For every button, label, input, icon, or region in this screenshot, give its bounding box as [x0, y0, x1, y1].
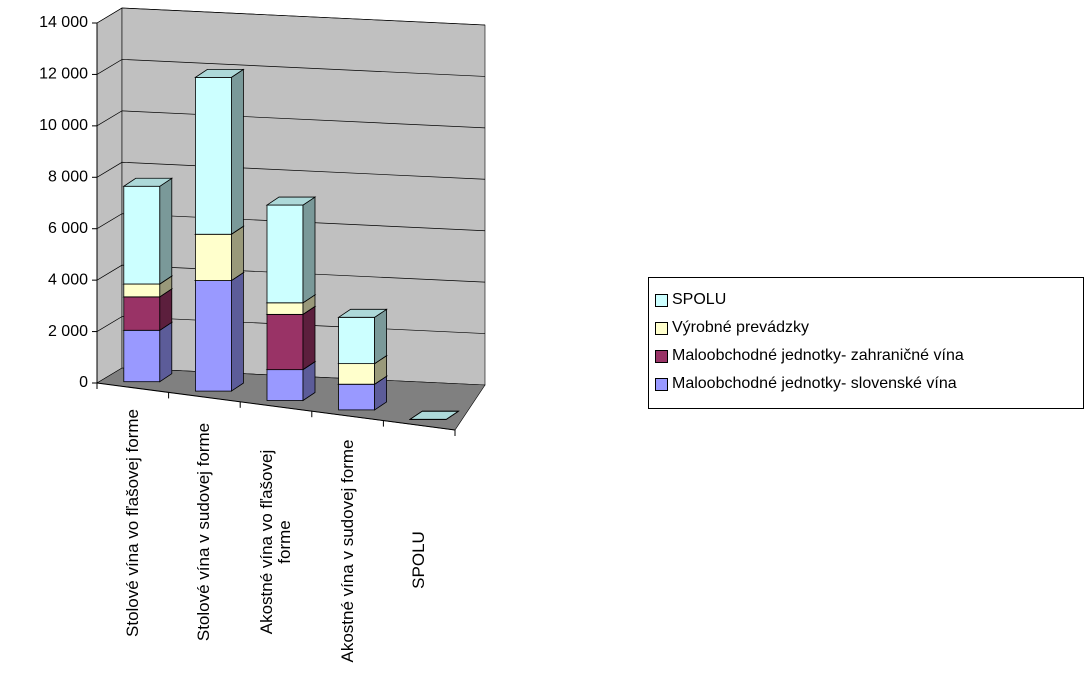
- bar-side: [374, 308, 388, 365]
- bar-top: [194, 68, 245, 78]
- y-tick-label: 8 000: [48, 169, 88, 186]
- bar-side: [159, 177, 173, 285]
- bar-front: [194, 76, 232, 235]
- bar-top: [408, 410, 460, 420]
- bar-segment: [265, 196, 317, 304]
- left-wall: [96, 7, 123, 384]
- y-tick-label: 6 000: [48, 220, 88, 237]
- bar-segment: [122, 321, 174, 383]
- bar-top: [122, 177, 174, 187]
- bar-front: [266, 313, 304, 371]
- bar-front: [266, 204, 304, 304]
- x-tick-label: Akostné vína vo fľašovej forme: [257, 449, 294, 634]
- bar-segment: [265, 305, 317, 371]
- x-axis: [96, 382, 456, 431]
- bar-front: [338, 316, 376, 365]
- y-tick-label: 0: [79, 374, 88, 391]
- y-tick-label: 10 000: [39, 117, 88, 134]
- y-tick-label: 12 000: [39, 66, 88, 83]
- legend-item: Maloobchodné jednotky- zahraničné vína: [655, 342, 1077, 370]
- bar-front: [123, 329, 161, 383]
- legend-swatch: [655, 377, 668, 391]
- y-tick-label: 2 000: [48, 323, 88, 340]
- legend: SPOLU Výrobné prevádzky Maloobchodné jedno…: [648, 277, 1084, 409]
- legend-label: Maloobchodné jednotky- zahraničné vína: [672, 347, 964, 364]
- x-tick-label: Stolové vína v sudovej forme: [194, 422, 214, 642]
- bar-segment: [337, 308, 388, 365]
- legend-label: Výrobné prevádzky: [672, 319, 809, 336]
- legend-swatch: [655, 321, 668, 335]
- bar-segment: [408, 410, 460, 420]
- x-tick-label: Akostné vína v sudovej forme: [337, 439, 357, 663]
- bar-side: [302, 196, 316, 304]
- bar-top: [265, 196, 317, 206]
- bar-front: [123, 185, 161, 285]
- grid-line: [96, 264, 486, 283]
- legend-label: SPOLU: [672, 291, 727, 308]
- x-tick-label: Stolové vína vo fľašovej forme: [122, 408, 142, 637]
- legend-item: Maloobchodné jednotky- slovenské vína: [655, 370, 1077, 398]
- bar-side: [302, 305, 316, 371]
- bar-front: [338, 363, 376, 385]
- bar-front: [123, 283, 161, 298]
- bar-segment: [194, 271, 245, 392]
- grid-line: [96, 59, 486, 77]
- legend-item: SPOLU: [655, 286, 1077, 314]
- legend-item: Výrobné prevádzky: [655, 314, 1077, 342]
- bar-top: [337, 308, 388, 318]
- bar-front: [338, 383, 376, 411]
- bar-side: [230, 225, 244, 282]
- legend-swatch: [655, 349, 668, 363]
- bar-side: [230, 68, 244, 235]
- grid-line: [96, 110, 486, 129]
- bar-front: [266, 302, 304, 315]
- bar-side: [230, 271, 244, 392]
- bar-front: [194, 280, 232, 392]
- y-tick-label: 14 000: [39, 14, 88, 31]
- bar-segment: [122, 177, 174, 285]
- legend-label: Maloobchodné jednotky- slovenské vína: [672, 375, 957, 392]
- grid-line: [96, 213, 486, 232]
- x-tick-label: SPOLU: [409, 531, 429, 590]
- grid-line: [96, 7, 486, 26]
- legend-swatch: [655, 293, 668, 307]
- grid-line: [96, 161, 486, 180]
- bar-segment: [194, 68, 245, 235]
- bar-front: [123, 296, 161, 331]
- y-tick-label: 4 000: [48, 271, 88, 288]
- bar-front: [194, 233, 232, 281]
- bar-side: [159, 321, 173, 383]
- bar-front: [266, 369, 304, 401]
